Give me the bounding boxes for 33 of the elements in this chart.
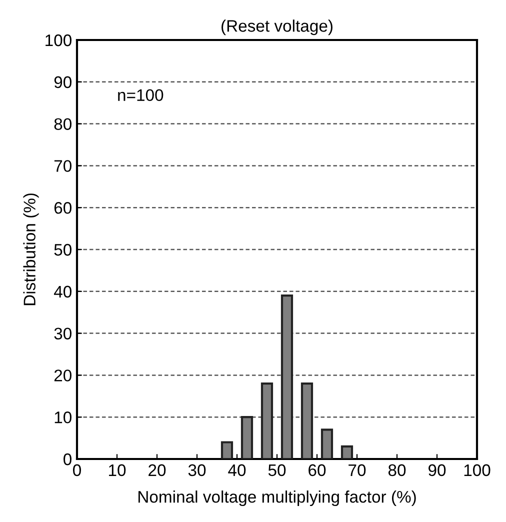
y-tick-label: 50 bbox=[54, 244, 72, 256]
bar bbox=[280, 294, 294, 459]
x-tick-label: 50 bbox=[268, 464, 286, 476]
bar bbox=[320, 428, 334, 459]
annotation: n=100 bbox=[118, 89, 164, 102]
x-tick-label: 20 bbox=[148, 464, 166, 476]
y-axis-title: Distribution (%) bbox=[23, 194, 39, 306]
y-tick-label: 40 bbox=[54, 286, 72, 298]
y-tick-label: 100 bbox=[46, 34, 72, 46]
x-tick-label: 30 bbox=[188, 464, 206, 476]
x-tick-label: 0 bbox=[73, 464, 81, 476]
chart-title: (Reset voltage) bbox=[222, 20, 332, 36]
y-tick-label: 90 bbox=[54, 76, 72, 88]
x-tick-label: 100 bbox=[464, 464, 490, 476]
x-tick-label: 70 bbox=[348, 464, 366, 476]
y-tick-label: 80 bbox=[54, 118, 72, 130]
x-tick-label: 40 bbox=[228, 464, 246, 476]
bar bbox=[300, 382, 314, 459]
bar bbox=[260, 382, 274, 459]
x-tick-label: 60 bbox=[308, 464, 326, 476]
x-tick-label: 10 bbox=[109, 464, 126, 476]
y-tick-label: 30 bbox=[54, 328, 72, 340]
y-tick-label: 10 bbox=[54, 412, 72, 424]
y-tick-label: 20 bbox=[54, 370, 72, 382]
y-tick-label: 70 bbox=[54, 160, 72, 172]
y-tick-label: 0 bbox=[64, 453, 72, 466]
x-tick-label: 90 bbox=[428, 464, 446, 476]
x-tick-label: 80 bbox=[388, 464, 406, 476]
bar bbox=[340, 445, 354, 459]
y-tick-label: 60 bbox=[54, 202, 72, 214]
x-axis-title: Nominal voltage multiplying factor (%) bbox=[138, 490, 416, 506]
bar bbox=[220, 441, 234, 459]
bar bbox=[240, 416, 254, 459]
